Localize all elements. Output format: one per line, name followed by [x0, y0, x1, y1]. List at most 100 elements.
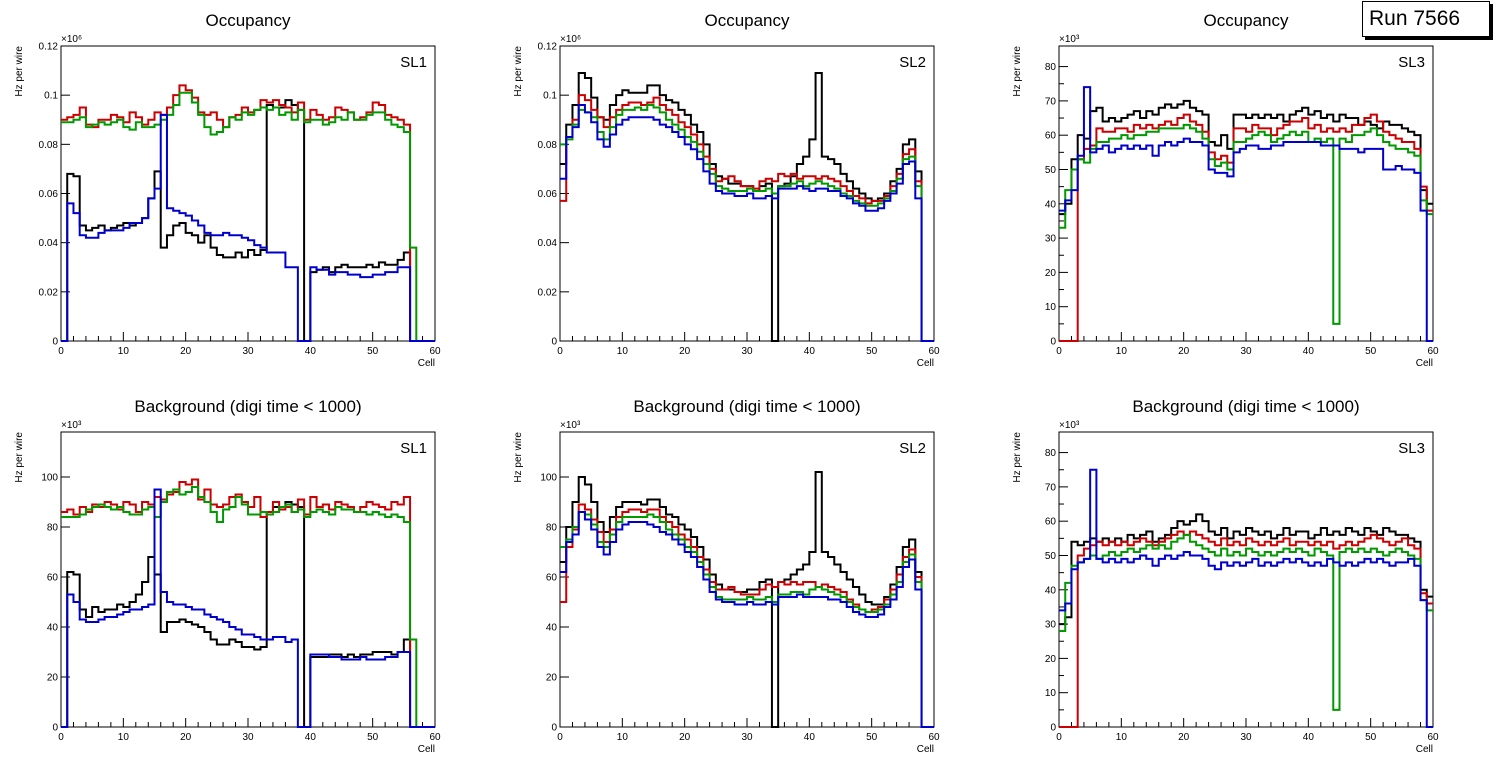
y-tick-label: 0	[1050, 337, 1056, 348]
x-tick-label: 30	[242, 346, 254, 357]
series-blue-histogram	[1059, 86, 1433, 342]
x-tick-label: 10	[617, 346, 629, 357]
series-black-histogram	[61, 99, 435, 342]
series-blue-histogram	[1059, 468, 1433, 728]
chart-title: Occupancy	[205, 11, 291, 30]
y-tick-label: 0.02	[39, 287, 59, 298]
y-tick-label: 20	[1045, 268, 1057, 279]
x-tick-label: 50	[367, 732, 379, 743]
x-tick-label: 40	[305, 346, 317, 357]
y-tick-label: 70	[1045, 96, 1057, 107]
run-label: Run 7566	[1369, 7, 1461, 30]
plot-frame	[559, 431, 935, 728]
y-axis-label: Hz per wire	[513, 432, 524, 483]
series-blue-histogram	[61, 113, 435, 342]
x-tick-label: 10	[118, 732, 130, 743]
series-green-histogram	[560, 104, 934, 342]
y-tick-label: 50	[1045, 165, 1057, 176]
chart-panel-3: Occupancy SL3 0 10 20 30 40 50 60 0 10 20 30 40 50 60 70…	[1012, 11, 1439, 369]
x-tick-label: 20	[180, 346, 192, 357]
y-tick-label: 0	[52, 337, 58, 348]
y-tick-label: 60	[546, 573, 558, 584]
y-tick-label: 100	[540, 473, 557, 484]
y-tick-label: 10	[1045, 688, 1057, 699]
x-tick-label: 0	[58, 732, 64, 743]
x-tick-label: 50	[866, 732, 878, 743]
y-tick-label: 30	[1045, 620, 1057, 631]
chart-panel-5: Background (digi time < 1000) SL2 0 10 20 30 4…	[513, 397, 940, 755]
x-tick-label: 0	[557, 732, 563, 743]
y-tick-label: 20	[47, 673, 59, 684]
y-axis-label: Hz per wire	[14, 432, 25, 483]
x-tick-label: 20	[1178, 346, 1190, 357]
y-tick-label: 40	[546, 623, 558, 634]
chart-panel-1: Occupancy SL1 0 10 20 30 40 50 60 0 0.02 0.04 0.06 0.…	[14, 11, 441, 369]
x-tick-label: 60	[928, 346, 940, 357]
y-tick-label: 0.1	[543, 91, 557, 102]
run-label-box: Run 7566	[1362, 1, 1490, 37]
y-tick-label: 0.12	[538, 42, 558, 53]
y-axis-label: Hz per wire	[14, 46, 25, 97]
y-tick-label: 0.06	[39, 189, 59, 200]
x-tick-label: 20	[679, 732, 691, 743]
y-tick-label: 80	[546, 523, 558, 534]
plot-frame	[1058, 431, 1434, 728]
x-tick-label: 40	[804, 732, 816, 743]
chart-title: Background (digi time < 1000)	[633, 397, 860, 416]
y-tick-label: 0.02	[538, 287, 558, 298]
superlayer-tag: SL2	[899, 54, 926, 71]
x-tick-label: 20	[180, 732, 192, 743]
axis-multiplier: ×10³	[1059, 34, 1080, 45]
y-tick-label: 20	[1045, 654, 1057, 665]
series-red-histogram	[1059, 113, 1433, 342]
series-green-histogram	[1059, 533, 1433, 711]
x-tick-label: 60	[429, 732, 441, 743]
plot-frame	[1058, 45, 1434, 342]
superlayer-tag: SL1	[400, 54, 427, 71]
x-axis-label: Cell	[1416, 744, 1433, 755]
series-blue-histogram	[560, 511, 934, 728]
y-tick-label: 70	[1045, 482, 1057, 493]
x-tick-label: 50	[367, 346, 379, 357]
axis-multiplier: ×10⁶	[61, 34, 82, 45]
y-tick-label: 10	[1045, 302, 1057, 313]
x-tick-label: 10	[1116, 346, 1128, 357]
superlayer-tag: SL1	[400, 440, 427, 457]
y-tick-label: 60	[1045, 517, 1057, 528]
x-tick-label: 40	[804, 346, 816, 357]
chart-title: Background (digi time < 1000)	[1132, 397, 1359, 416]
x-tick-label: 10	[1116, 732, 1128, 743]
series-black-histogram	[560, 471, 934, 728]
plot-frame	[60, 45, 436, 342]
y-axis-label: Hz per wire	[1012, 432, 1023, 483]
x-axis-label: Cell	[418, 358, 435, 369]
series-black-histogram	[1059, 99, 1433, 216]
y-tick-label: 0.08	[39, 140, 59, 151]
x-tick-label: 50	[866, 346, 878, 357]
x-tick-label: 10	[118, 346, 130, 357]
x-axis-label: Cell	[917, 744, 934, 755]
x-tick-label: 0	[1056, 346, 1062, 357]
y-tick-label: 0	[551, 723, 557, 734]
y-tick-label: 0	[1050, 723, 1056, 734]
x-axis-label: Cell	[917, 358, 934, 369]
y-tick-label: 30	[1045, 234, 1057, 245]
y-tick-label: 50	[1045, 551, 1057, 562]
x-tick-label: 40	[305, 732, 317, 743]
chart-panel-4: Background (digi time < 1000) SL1 0 10 20 30 4…	[14, 397, 441, 755]
x-tick-label: 0	[58, 346, 64, 357]
x-tick-label: 20	[679, 346, 691, 357]
x-tick-label: 30	[741, 732, 753, 743]
series-red-histogram	[61, 478, 435, 728]
y-tick-label: 40	[1045, 585, 1057, 596]
chart-title: Occupancy	[704, 11, 790, 30]
series-red-histogram	[1059, 530, 1433, 728]
series-black-histogram	[61, 501, 435, 728]
x-tick-label: 30	[741, 346, 753, 357]
x-tick-label: 20	[1178, 732, 1190, 743]
y-tick-label: 0.04	[538, 238, 558, 249]
plot-frame	[60, 431, 436, 728]
x-tick-label: 60	[429, 346, 441, 357]
axis-multiplier: ×10³	[1059, 420, 1080, 431]
